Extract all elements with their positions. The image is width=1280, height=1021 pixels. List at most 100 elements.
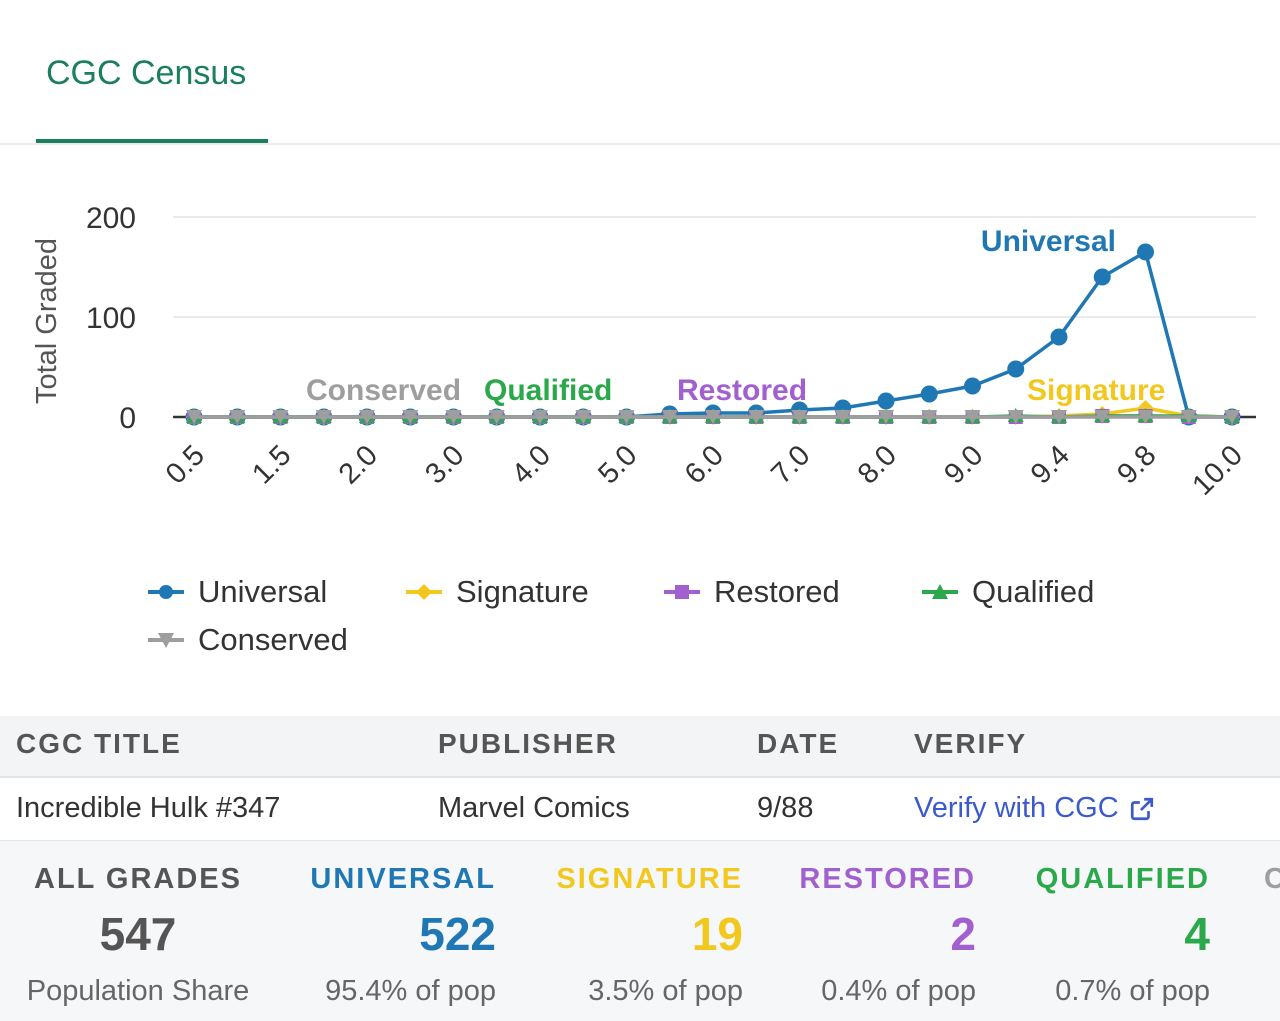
stat-value: 4 — [1184, 908, 1210, 960]
conserved-point — [748, 410, 765, 424]
tab-label: CGC Census — [46, 54, 247, 92]
legend-item-conserved[interactable]: Conserved — [146, 622, 348, 658]
conserved-point — [1007, 410, 1024, 424]
conserved-point — [1051, 410, 1067, 424]
restored-marker-icon — [664, 585, 700, 599]
tab-cgc-census[interactable]: CGC Census — [36, 52, 268, 143]
universal-point — [920, 385, 938, 403]
x-tick-label: 7.0 — [765, 439, 816, 490]
conserved-point — [488, 410, 505, 424]
qualified-marker-icon — [922, 584, 958, 599]
conserved-annotation: Conserved — [306, 374, 461, 407]
conserved-point — [791, 410, 808, 424]
stat-qualified: QUALIFIED 4 0.7% of pop — [1020, 841, 1210, 1021]
conserved-marker-icon — [148, 633, 184, 648]
universal-point — [1093, 268, 1111, 286]
cell-title: Incredible Hulk #347 — [16, 792, 281, 824]
stat-all-grades: ALL GRADES 547 Population Share — [20, 841, 256, 1021]
x-tick-label: 3.0 — [419, 439, 470, 490]
census-chart: 0 100 200 Total Graded 0.5 1.5 2.0 3.0 4.0 5.0 6.0… — [31, 202, 1256, 502]
header-publisher: PUBLISHER — [438, 728, 618, 759]
conserved-point — [186, 410, 202, 424]
y-axis-title: Total Graded — [31, 238, 63, 404]
stat-sub: 0.4% of pop — [821, 975, 976, 1007]
signature-marker-icon — [406, 584, 442, 600]
conserved-point — [834, 410, 851, 424]
verify-link-label: Verify with CGC — [914, 792, 1119, 824]
stat-restored: RESTORED 2 0.4% of pop — [790, 841, 976, 1021]
x-tick-label: 6.0 — [679, 439, 730, 490]
stat-value: 547 — [99, 908, 177, 960]
universal-annotation: Universal — [981, 225, 1116, 258]
x-tick-label: 8.0 — [852, 439, 903, 490]
signature-annotation: Signature — [1027, 374, 1165, 407]
legend-label: Universal — [198, 574, 328, 609]
stat-label: SIGNATURE — [556, 863, 743, 895]
conserved-point — [402, 410, 419, 424]
universal-point — [1007, 360, 1025, 378]
conserved-point — [1094, 410, 1111, 424]
universal-point — [877, 392, 895, 410]
conserved-point — [964, 410, 981, 424]
y-tick-label: 0 — [119, 402, 136, 435]
stat-label: UNIVERSAL — [310, 863, 496, 895]
universal-point — [1137, 243, 1154, 261]
conserved-point — [575, 410, 592, 424]
restored-annotation: Restored — [677, 374, 807, 407]
population-stats: ALL GRADES 547 Population Share UNIVERSA… — [0, 841, 1280, 1021]
x-tick-label: 2.0 — [333, 439, 384, 490]
legend-item-universal[interactable]: Universal — [146, 574, 327, 610]
stat-label: ALL GRADES — [34, 863, 242, 895]
conserved-point — [272, 410, 289, 424]
stat-value: 2 — [950, 908, 976, 960]
x-tick-label: 1.5 — [246, 439, 297, 490]
legend-label: Signature — [456, 574, 589, 609]
legend-label: Qualified — [972, 574, 1095, 609]
table-row: Incredible Hulk #347 Marvel Comics 9/88 … — [0, 778, 1280, 842]
verify-with-cgc-link[interactable]: Verify with CGC — [914, 792, 1155, 825]
conserved-point — [705, 410, 721, 424]
x-tick-label: 9.0 — [938, 439, 989, 490]
y-tick-label: 200 — [86, 202, 136, 235]
universal-point — [964, 377, 981, 395]
external-link-icon — [1130, 797, 1153, 820]
stat-sub: 95.4% of pop — [325, 975, 496, 1007]
x-tick-label: 4.0 — [506, 439, 557, 490]
x-tick-label: 5.0 — [592, 439, 643, 490]
legend-item-restored[interactable]: Restored — [662, 574, 840, 610]
conserved-point — [229, 410, 246, 424]
conserved-point — [445, 410, 462, 424]
x-tick-label: 9.4 — [1025, 439, 1076, 490]
stat-sub: 3.5% of pop — [588, 975, 743, 1007]
stat-value: 522 — [419, 908, 496, 960]
x-tick-label: 0.5 — [160, 439, 211, 490]
conserved-point — [921, 410, 938, 424]
y-tick-label: 100 — [86, 302, 136, 335]
conserved-point — [359, 410, 375, 424]
stat-signature: SIGNATURE 19 3.5% of pop — [540, 841, 743, 1021]
qualified-annotation: Qualified — [484, 374, 612, 407]
stat-sub: Population Share — [26, 975, 250, 1007]
legend-item-signature[interactable]: Signature — [404, 574, 589, 610]
conserved-point — [878, 410, 894, 424]
x-tick-label: 9.8 — [1111, 439, 1162, 490]
conserved-point — [532, 410, 548, 424]
conserved-point — [661, 410, 678, 424]
table-header-row: CGC TITLE PUBLISHER DATE VERIFY — [0, 716, 1280, 778]
conserved-point — [1224, 410, 1240, 424]
header-date: DATE — [757, 728, 840, 759]
tab-bar: CGC Census — [0, 0, 1280, 145]
legend-item-qualified[interactable]: Qualified — [920, 574, 1094, 610]
stat-value: 19 — [691, 908, 743, 960]
cell-publisher: Marvel Comics — [438, 792, 630, 824]
header-cgc-title: CGC TITLE — [16, 728, 182, 759]
cell-date: 9/88 — [757, 792, 814, 824]
stat-label: RESTORED — [799, 863, 976, 895]
conserved-point — [1137, 410, 1154, 424]
universal-point — [1050, 328, 1068, 346]
x-tick-label: 10.0 — [1186, 439, 1249, 502]
stat-universal: UNIVERSAL 522 95.4% of pop — [300, 841, 496, 1021]
legend-label: Restored — [714, 574, 840, 609]
stat-sub: 0.7% of pop — [1055, 975, 1210, 1007]
conserved-point — [618, 410, 635, 424]
